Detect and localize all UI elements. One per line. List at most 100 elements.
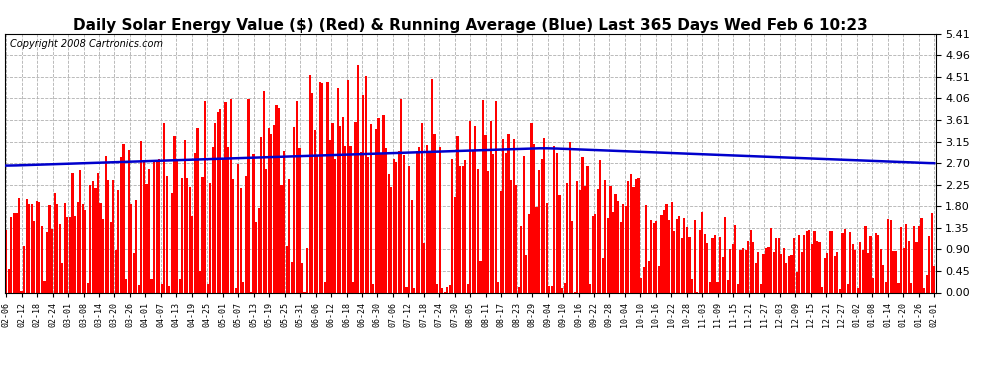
Bar <box>526 255 528 292</box>
Bar <box>928 236 931 292</box>
Bar <box>584 186 586 292</box>
Bar <box>589 284 591 292</box>
Bar <box>155 162 157 292</box>
Bar <box>21 291 23 292</box>
Bar <box>910 283 913 292</box>
Bar <box>730 249 732 292</box>
Bar <box>334 159 337 292</box>
Bar <box>592 216 594 292</box>
Bar <box>594 214 596 292</box>
Bar <box>225 102 227 292</box>
Bar <box>862 251 864 292</box>
Bar <box>451 159 453 292</box>
Bar <box>846 284 848 292</box>
Bar <box>533 144 535 292</box>
Bar <box>466 284 469 292</box>
Bar <box>191 216 193 292</box>
Bar <box>701 212 703 292</box>
Bar <box>586 166 589 292</box>
Bar <box>128 150 130 292</box>
Bar <box>638 177 640 292</box>
Bar <box>306 248 308 292</box>
Bar <box>676 219 678 292</box>
Text: Copyright 2008 Cartronics.com: Copyright 2008 Cartronics.com <box>10 39 162 49</box>
Bar <box>610 186 612 292</box>
Bar <box>283 151 285 292</box>
Bar <box>681 238 683 292</box>
Bar <box>212 147 214 292</box>
Title: Daily Solar Energy Value ($) (Red) & Running Average (Blue) Last 365 Days Wed Fe: Daily Solar Energy Value ($) (Red) & Run… <box>73 18 867 33</box>
Bar <box>923 288 926 292</box>
Bar <box>839 290 842 292</box>
Bar <box>849 232 851 292</box>
Bar <box>118 190 120 292</box>
Bar <box>143 160 145 292</box>
Bar <box>772 252 775 292</box>
Bar <box>500 191 502 292</box>
Bar <box>337 88 339 292</box>
Bar <box>49 206 50 292</box>
Bar <box>382 115 385 292</box>
Bar <box>645 205 647 292</box>
Bar <box>785 263 787 292</box>
Bar <box>691 279 693 292</box>
Bar <box>735 225 737 292</box>
Bar <box>56 204 58 292</box>
Bar <box>620 222 622 292</box>
Bar <box>36 201 38 292</box>
Bar <box>110 222 112 292</box>
Bar <box>727 280 729 292</box>
Bar <box>477 169 479 292</box>
Bar <box>495 100 497 292</box>
Bar <box>342 117 344 292</box>
Bar <box>515 185 517 292</box>
Bar <box>683 218 685 292</box>
Bar <box>531 123 533 292</box>
Bar <box>545 203 547 292</box>
Bar <box>395 162 397 292</box>
Bar <box>790 255 793 292</box>
Bar <box>416 151 418 292</box>
Bar <box>235 288 237 292</box>
Bar <box>136 200 138 292</box>
Bar <box>752 242 754 292</box>
Bar <box>926 275 928 292</box>
Bar <box>390 187 392 292</box>
Bar <box>255 222 257 292</box>
Bar <box>403 154 405 292</box>
Bar <box>163 123 165 292</box>
Bar <box>471 150 474 292</box>
Bar <box>874 232 877 292</box>
Bar <box>505 153 507 292</box>
Bar <box>146 184 148 292</box>
Bar <box>34 221 36 292</box>
Bar <box>561 288 563 292</box>
Bar <box>864 226 866 292</box>
Bar <box>759 284 762 292</box>
Bar <box>892 251 895 292</box>
Bar <box>821 287 823 292</box>
Bar <box>819 242 821 292</box>
Bar <box>201 177 204 292</box>
Bar <box>740 250 742 292</box>
Bar <box>647 261 649 292</box>
Bar <box>173 136 175 292</box>
Bar <box>796 272 798 292</box>
Bar <box>640 279 643 292</box>
Bar <box>89 185 91 292</box>
Bar <box>767 247 769 292</box>
Bar <box>536 207 538 292</box>
Bar <box>429 153 431 292</box>
Bar <box>890 220 892 292</box>
Bar <box>824 258 826 292</box>
Bar <box>502 139 505 292</box>
Bar <box>262 91 264 292</box>
Bar <box>520 226 523 292</box>
Bar <box>650 220 652 292</box>
Bar <box>801 252 803 292</box>
Bar <box>749 230 751 292</box>
Bar <box>138 285 140 292</box>
Bar <box>811 244 813 292</box>
Bar <box>105 156 107 292</box>
Bar <box>737 284 740 292</box>
